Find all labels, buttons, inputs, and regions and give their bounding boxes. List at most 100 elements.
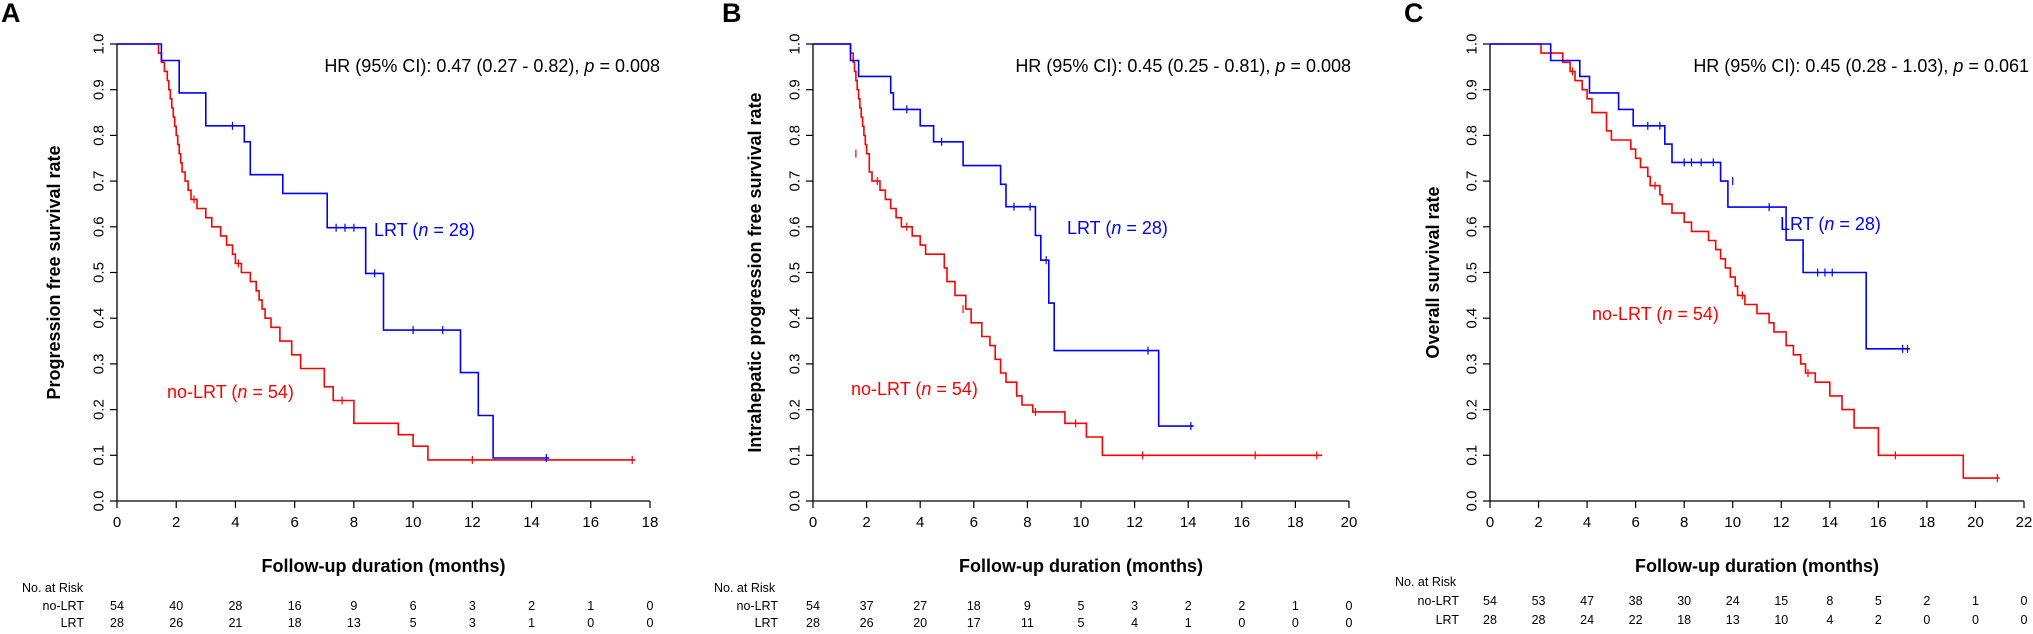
x-tick-label: 12 xyxy=(1773,514,1790,531)
y-tick-label: 0.5 xyxy=(787,262,804,283)
y-tick-label: 1.0 xyxy=(1464,34,1481,55)
risk-count: 0 xyxy=(2021,594,2028,608)
hr-prefix: HR (95% CI): 0.47 (0.27 - 0.82), xyxy=(324,56,584,76)
hr-annotation: HR (95% CI): 0.45 (0.28 - 1.03), p = 0.0… xyxy=(1693,56,2029,76)
y-tick-label: 0.5 xyxy=(1464,262,1481,283)
x-tick-label: 20 xyxy=(1341,514,1358,531)
risk-count: 0 xyxy=(647,599,654,613)
x-axis-title: Follow-up duration (months) xyxy=(1635,556,1879,576)
y-tick-label: 0.8 xyxy=(787,125,804,146)
series-label-lrt: LRT (n = 28) xyxy=(374,220,475,240)
y-tick-label: 0.0 xyxy=(91,491,108,512)
series-label-lrt: LRT (n = 28) xyxy=(1067,218,1168,238)
km-curve-lrt xyxy=(1490,43,1910,350)
series-label-no-lrt: no-LRT (n = 54) xyxy=(851,379,978,399)
risk-row-label: no-LRT xyxy=(43,599,85,613)
panel-letter: C xyxy=(1404,0,1424,28)
risk-count: 0 xyxy=(587,616,594,630)
risk-count: 17 xyxy=(967,616,981,630)
x-tick-label: 10 xyxy=(1073,514,1090,531)
y-tick-label: 0.0 xyxy=(1464,491,1481,512)
hr-p-symbol: p xyxy=(1952,56,1963,76)
risk-count: 8 xyxy=(1826,594,1833,608)
risk-count: 38 xyxy=(1629,594,1643,608)
risk-count: 21 xyxy=(228,616,242,630)
risk-count: 3 xyxy=(469,599,476,613)
km-curve-no-lrt xyxy=(1490,43,2000,479)
risk-count: 5 xyxy=(410,616,417,630)
hr-p-symbol: p xyxy=(1274,56,1285,76)
panel-b: B 0.0 0.1 0.2 0.3 0.4 0.5 0.6 0.7 0.8 0.9 1.0 0 2 4 6 8 1… xyxy=(714,0,1357,630)
km-curve-lrt xyxy=(117,43,550,459)
risk-count: 15 xyxy=(1774,594,1788,608)
x-tick-label: 22 xyxy=(2016,514,2033,531)
risk-row-label: LRT xyxy=(1436,613,1460,627)
series-label-name: no-LRT ( xyxy=(1592,304,1662,324)
risk-count: 24 xyxy=(1726,594,1740,608)
risk-count: 47 xyxy=(1580,594,1594,608)
y-tick-label: 0.6 xyxy=(787,216,804,237)
risk-count: 10 xyxy=(1774,613,1788,627)
risk-count: 0 xyxy=(1972,613,1979,627)
risk-count: 20 xyxy=(913,616,927,630)
risk-count: 26 xyxy=(860,616,874,630)
risk-count: 5 xyxy=(1078,616,1085,630)
hr-annotation: HR (95% CI): 0.45 (0.25 - 0.81), p = 0.0… xyxy=(1015,56,1351,76)
risk-count: 53 xyxy=(1532,594,1546,608)
hr-p-value: = 0.008 xyxy=(594,56,660,76)
risk-count: 18 xyxy=(1677,613,1691,627)
x-tick-label: 18 xyxy=(1919,514,1936,531)
risk-count: 54 xyxy=(806,599,820,613)
risk-count: 3 xyxy=(1131,599,1138,613)
y-tick-label: 0.3 xyxy=(1464,353,1481,374)
risk-count: 0 xyxy=(1238,616,1245,630)
risk-count: 16 xyxy=(288,599,302,613)
x-tick-label: 6 xyxy=(1631,514,1639,531)
risk-count: 28 xyxy=(1532,613,1546,627)
x-tick-label: 16 xyxy=(582,514,599,531)
panel-letter: B xyxy=(722,0,742,28)
series-label-n-value: = 28) xyxy=(1834,214,1881,234)
km-curve-no-lrt xyxy=(117,43,636,461)
x-axis-title: Follow-up duration (months) xyxy=(959,556,1203,576)
series-label-n-value: = 28) xyxy=(1121,218,1168,238)
x-tick-label: 0 xyxy=(1486,514,1494,531)
hr-p-value: = 0.061 xyxy=(1963,56,2029,76)
risk-count: 30 xyxy=(1677,594,1691,608)
risk-count: 0 xyxy=(1346,616,1353,630)
x-tick-label: 0 xyxy=(113,514,121,531)
risk-row-label: no-LRT xyxy=(1418,594,1460,608)
y-tick-label: 0.7 xyxy=(1464,171,1481,192)
x-tick-label: 10 xyxy=(405,514,422,531)
x-tick-label: 20 xyxy=(1967,514,1984,531)
risk-count: 18 xyxy=(967,599,981,613)
risk-count: 11 xyxy=(1021,616,1034,630)
risk-count: 1 xyxy=(528,616,535,630)
km-curve-lrt xyxy=(813,43,1194,427)
y-tick-label: 0.8 xyxy=(91,125,108,146)
risk-count: 5 xyxy=(1078,599,1085,613)
hr-p-symbol: p xyxy=(583,56,594,76)
y-tick-label: 0.2 xyxy=(91,399,108,420)
x-tick-label: 6 xyxy=(970,514,978,531)
risk-count: 0 xyxy=(1292,616,1299,630)
y-axis-title: Overall survival rate xyxy=(1423,186,1443,358)
y-tick-label: 0.8 xyxy=(1464,125,1481,146)
hr-prefix: HR (95% CI): 0.45 (0.25 - 0.81), xyxy=(1015,56,1275,76)
y-tick-label: 0.7 xyxy=(787,171,804,192)
y-tick-label: 0.3 xyxy=(787,353,804,374)
risk-count: 28 xyxy=(806,616,820,630)
risk-count: 1 xyxy=(587,599,594,613)
series-label-name: no-LRT ( xyxy=(167,382,237,402)
series-label-n-symbol: n xyxy=(418,220,428,240)
risk-table-title: No. at Risk xyxy=(22,581,84,595)
risk-count: 26 xyxy=(169,616,183,630)
risk-row-label: LRT xyxy=(755,616,779,630)
risk-count: 1 xyxy=(1972,594,1979,608)
x-tick-label: 12 xyxy=(464,514,481,531)
risk-count: 1 xyxy=(1292,599,1299,613)
x-tick-label: 2 xyxy=(172,514,180,531)
risk-count: 2 xyxy=(1185,599,1192,613)
risk-count: 13 xyxy=(1726,613,1740,627)
y-tick-label: 0.1 xyxy=(1464,445,1481,466)
